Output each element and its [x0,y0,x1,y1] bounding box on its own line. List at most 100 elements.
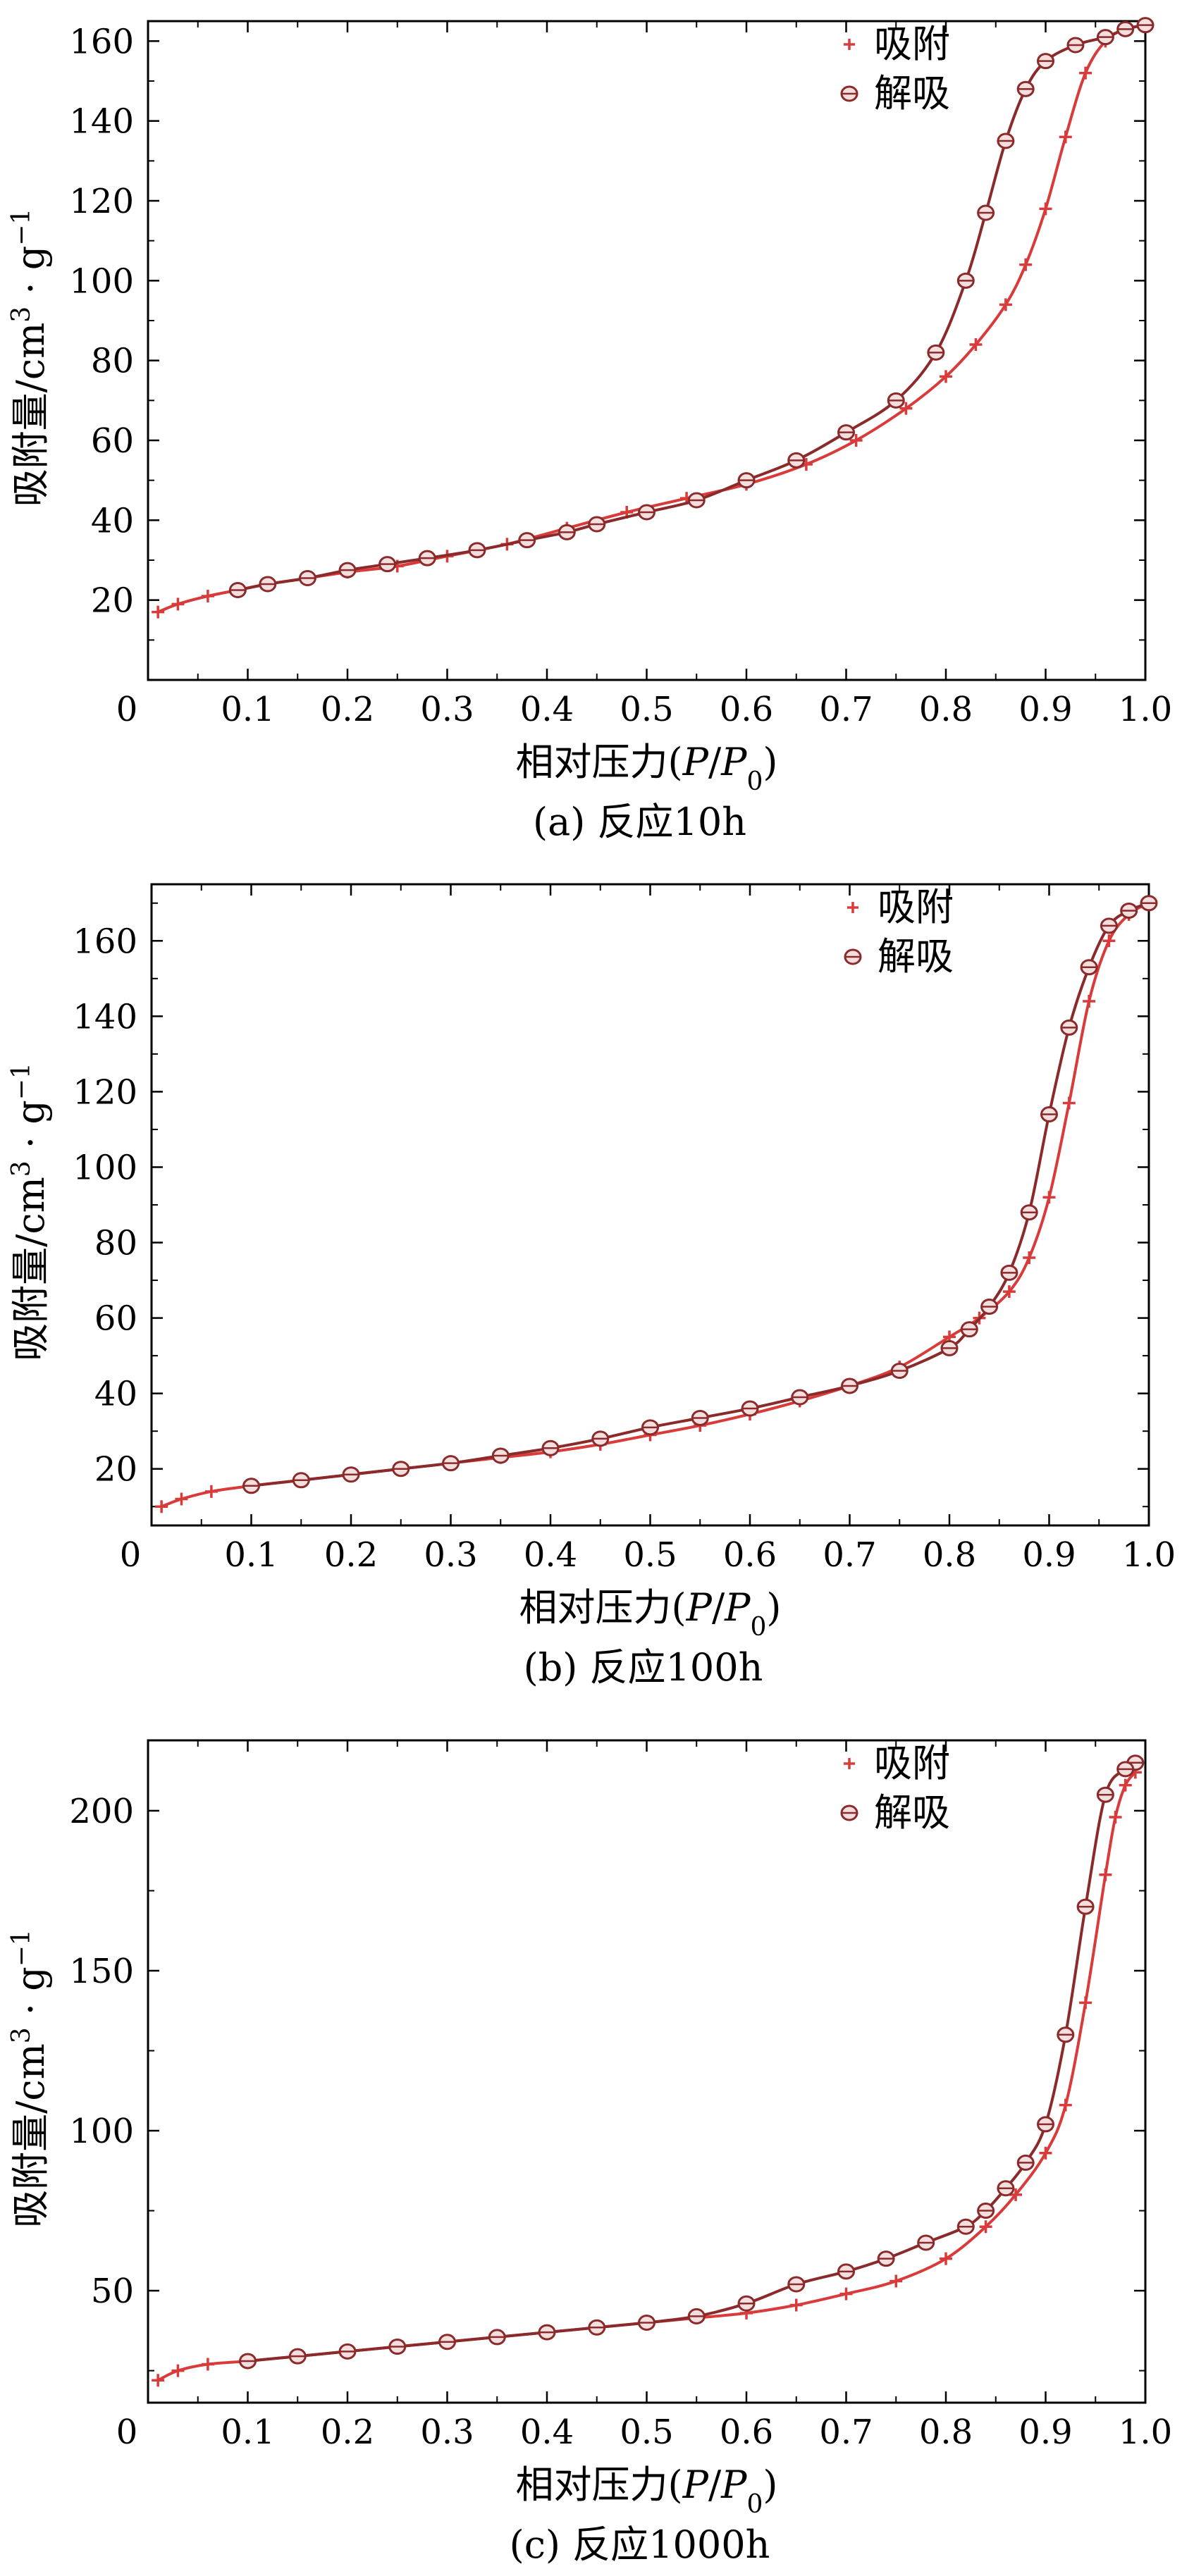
desorption-point [438,2334,456,2351]
x-axis-label-part: P [720,740,748,784]
y-axis-label-part: 3 [7,2027,36,2043]
y-axis-label-part: 3 [7,306,36,323]
adsorption-point [171,2364,185,2377]
y-tick-label: 60 [94,1299,137,1339]
legend-label: 解吸 [874,71,950,116]
y-tick-label: 40 [94,1375,137,1414]
legend-label: 吸附 [874,22,950,66]
y-axis-label-part: 3 [7,1160,36,1177]
adsorption-point [1099,1868,1112,1881]
desorption-point [1057,2026,1075,2043]
y-axis-label-part: −1 [7,1929,36,1967]
desorption-point [392,1461,410,1478]
desorption-point [741,1400,759,1417]
desorption-point [488,2329,506,2346]
adsorption-point [204,1485,218,1498]
desorption-point [259,576,277,593]
panel-2: 0 0.1 0.2 0.3 0.4 0.5 0.6 0.7 0.8 0.9 1.0 20 40 60 80 1… [7,883,1176,1690]
x-tick-label: 0.7 [819,690,873,729]
x-axis-label: 相对压力(P/P0) [516,2463,778,2519]
x-tick-label: 0.4 [520,2413,574,2452]
desorption-point [940,1339,959,1356]
legend-marker-plus [847,902,858,913]
desorption-point [1116,1761,1135,1778]
x-axis-label-part: 相对压力( [516,740,683,784]
desorption-point [1100,917,1118,934]
desorption-point [1000,1264,1018,1281]
panel-1: 0 0.1 0.2 0.3 0.4 0.5 0.6 0.7 0.8 0.9 1.0 20 40 60 80 1… [7,17,1172,844]
legend-entry: 吸附 [844,1741,950,1785]
desorption-point [1016,2154,1035,2171]
desorption-point [242,1478,260,1494]
y-axis-label-part: · g [8,1967,53,2027]
y-tick-label: 100 [69,261,134,301]
x-tick-label: 0.6 [723,1535,777,1575]
y-axis-label-part: 吸附量/cm [8,323,53,507]
adsorption-point [1023,1251,1036,1264]
desorption-point [980,1299,999,1315]
desorption-point [338,562,357,578]
series-line-adsorption [157,23,1146,614]
x-tick-label: 1.0 [1119,690,1172,729]
panel-caption: (a) 反应10h [533,800,746,844]
adsorption-point [1109,1810,1122,1823]
desorption-point [877,2250,895,2267]
series-line-adsorption [161,902,1150,1509]
adsorption-point [999,298,1012,311]
x-tick-label: 0.5 [620,2413,673,2452]
desorption-point [1076,1898,1095,1915]
x-tick-label: 0.2 [321,690,374,729]
desorption-point [1037,2116,1054,2133]
x-tick-label: 0.3 [420,690,474,729]
x-axis-label-part: 0 [746,767,763,796]
x-axis-label: 相对压力(P/P0) [516,740,778,796]
desorption-point [1016,80,1035,97]
x-axis-label-part: 0 [746,2490,763,2519]
desorption-point [228,582,247,598]
adsorption-point [889,2274,903,2288]
adsorption-point [155,1500,168,1513]
desorption-point [917,2234,935,2251]
x-tick-label: 0.1 [221,690,274,729]
y-tick-label: 20 [94,1450,137,1490]
adsorption-point [839,2287,853,2301]
adsorption-point [1039,202,1052,216]
x-tick-label: 0.9 [1018,690,1072,729]
desorption-point [541,1439,560,1456]
y-tick-label: 100 [73,1148,137,1187]
x-tick-label: 0.5 [623,1535,677,1575]
adsorption-point [1079,66,1092,80]
adsorption-point [789,2298,803,2312]
desorption-point [837,424,855,441]
series-line-desorption [247,1761,1136,2363]
x-tick-label: 0.6 [720,690,773,729]
plot-frame [147,1739,1147,2404]
desorption-point [638,504,655,521]
adsorption-point [1019,258,1033,271]
legend-entry: 吸附 [847,885,954,929]
legend-marker-plus [844,39,855,50]
x-axis-label-part: 相对压力( [519,1585,687,1630]
x-tick-label: 0.9 [1022,1535,1076,1575]
desorption-point [956,2218,975,2235]
desorption-point [1136,17,1155,34]
desorption-point [588,2319,606,2336]
desorption-point [418,550,436,566]
x-tick-label: 0.1 [221,2413,274,2452]
x-tick-label: 0.7 [819,2413,873,2452]
x-tick-label: 1.0 [1122,1535,1176,1575]
x-axis-label-part: P [720,2463,748,2507]
desorption-point [997,2180,1015,2197]
desorption-point [378,556,397,573]
panel-caption: (b) 反应100h [524,1645,763,1690]
desorption-point [588,516,606,533]
y-tick-label: 50 [91,2272,134,2311]
desorption-point [960,1321,978,1338]
x-axis-label: 相对压力(P/P0) [519,1585,782,1642]
legend-label: 解吸 [878,934,954,979]
y-tick-label: 200 [69,1792,134,1831]
desorption-point [538,2324,556,2341]
x-tick-label: 0.4 [524,1535,577,1575]
desorption-point [890,1363,909,1380]
